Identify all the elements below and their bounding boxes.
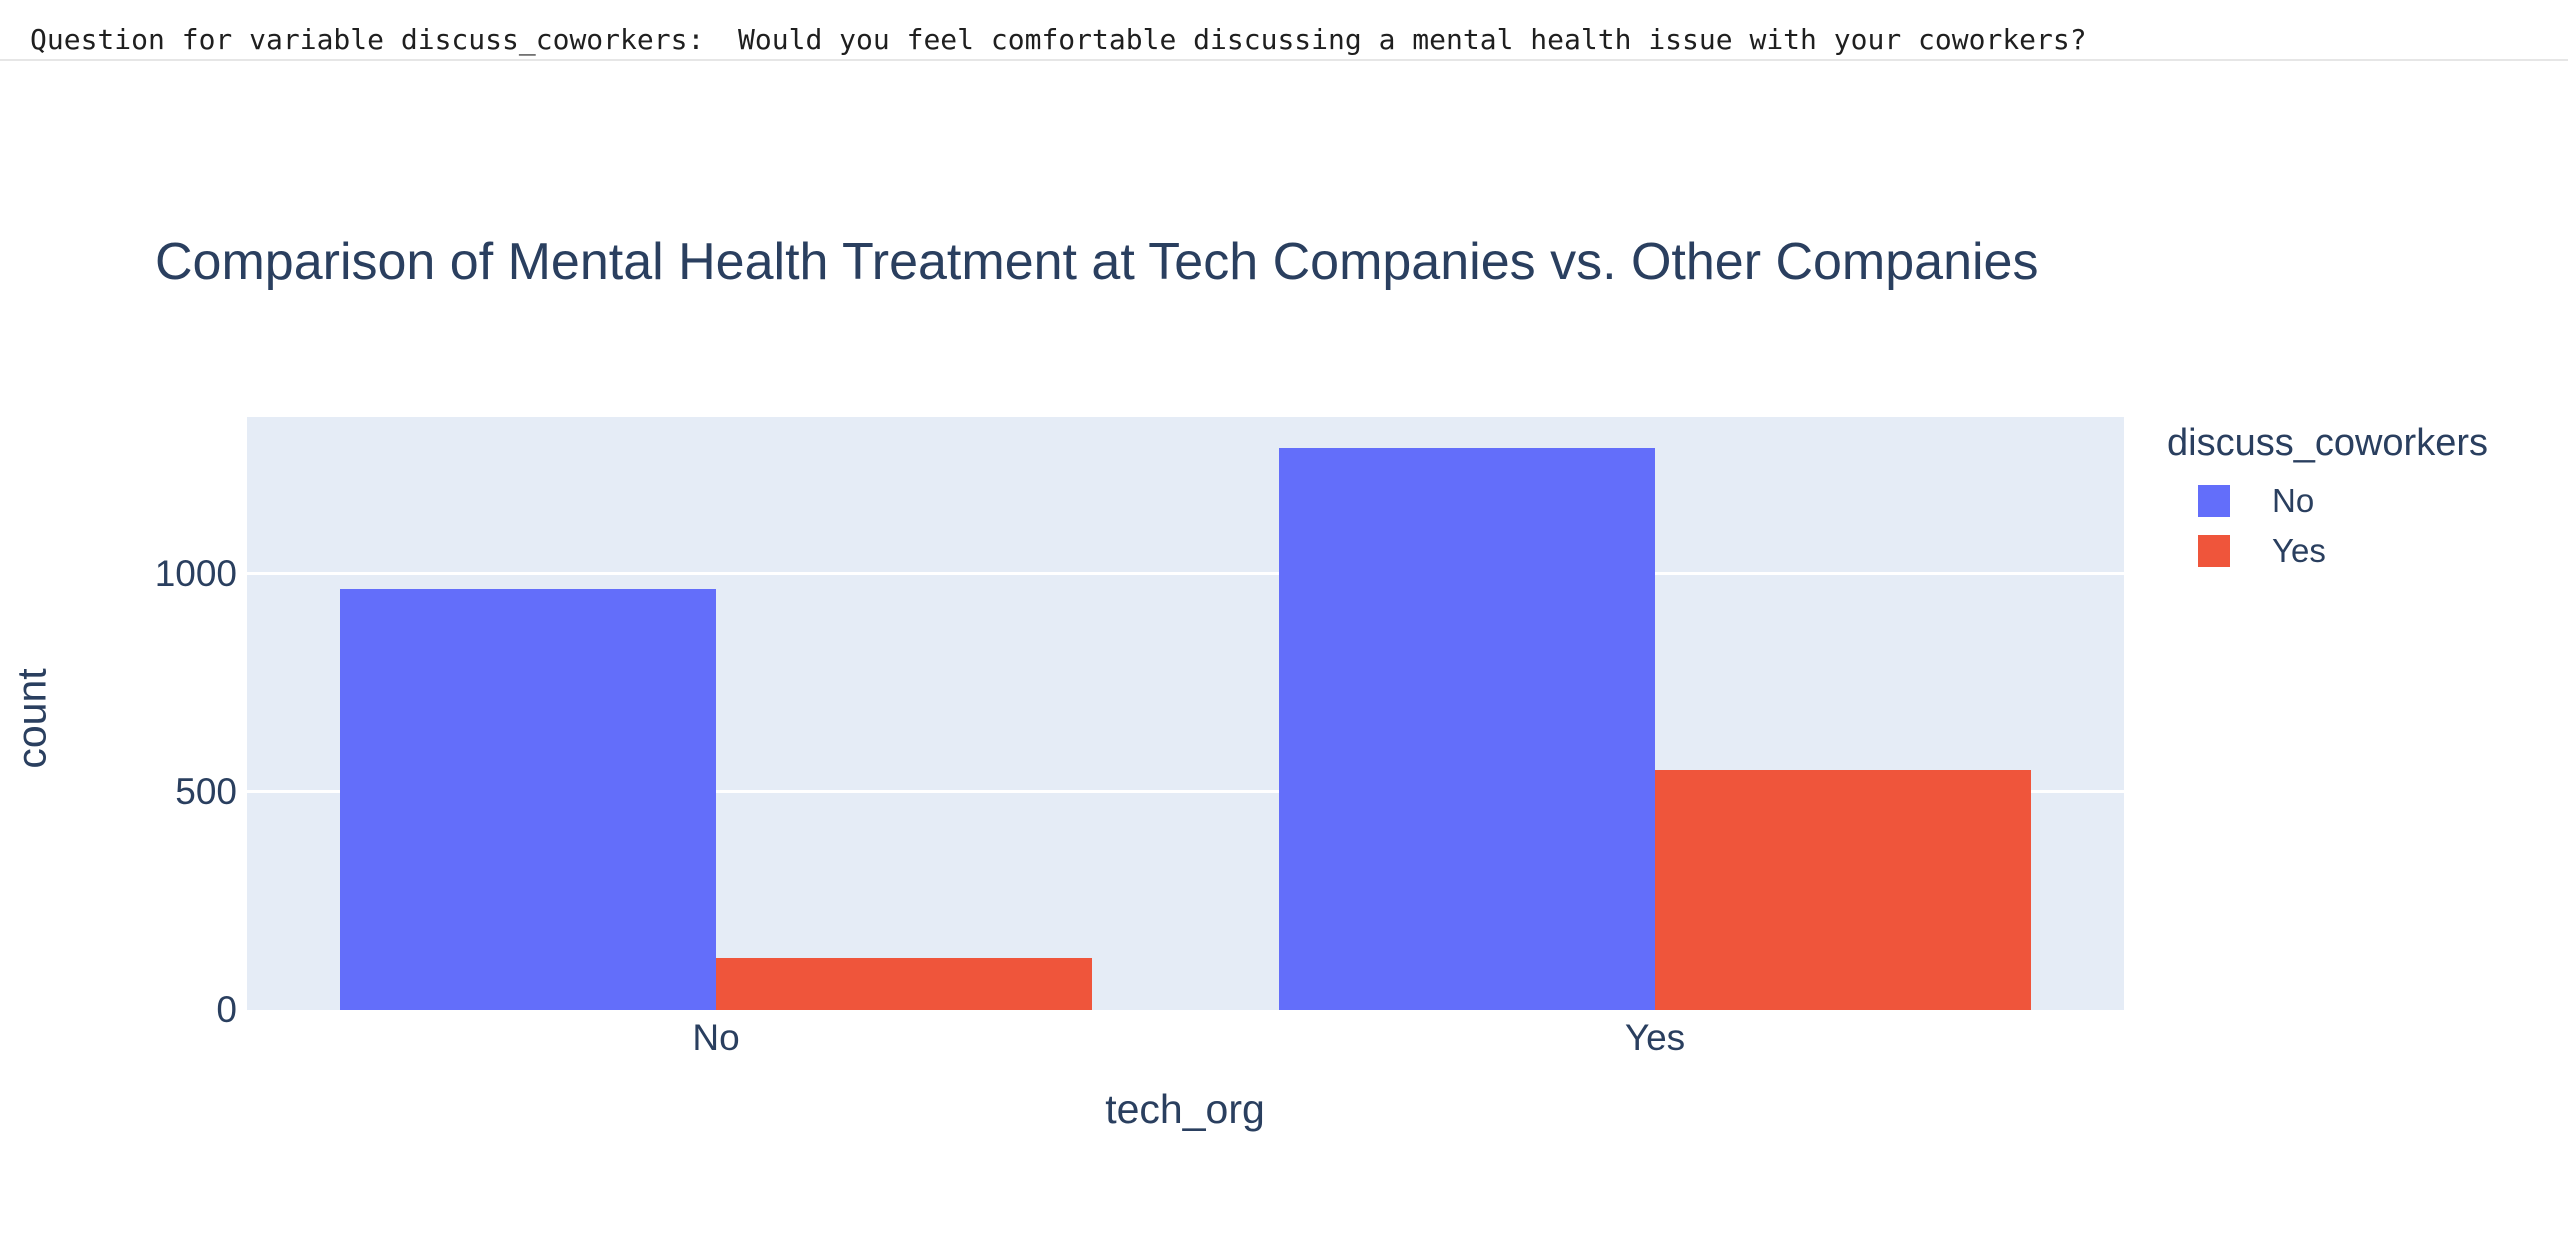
legend-label-no: No (2272, 481, 2315, 519)
legend-item-yes[interactable]: Yes (2198, 531, 2488, 569)
legend-item-no[interactable]: No (2198, 481, 2488, 519)
gridline-500 (247, 790, 2124, 793)
legend-items: No Yes (2167, 481, 2488, 569)
y-axis-title: count (8, 668, 55, 769)
x-tick-yes: Yes (1624, 1017, 1686, 1058)
legend-swatch-no (2198, 484, 2230, 517)
x-tick-no: No (692, 1017, 740, 1058)
bar-no-no[interactable] (340, 589, 716, 1010)
bar-group-yes (1186, 417, 2124, 1010)
plot-area[interactable] (247, 417, 2124, 1010)
legend: discuss_coworkers No Yes (2167, 422, 2488, 585)
y-tick-0: 0 (216, 989, 237, 1030)
legend-label-yes: Yes (2272, 531, 2326, 569)
legend-swatch-yes (2198, 534, 2230, 567)
legend-title: discuss_coworkers (2167, 422, 2488, 464)
gridline-1000 (247, 571, 2124, 575)
question-header: Question for variable discuss_coworkers:… (0, 0, 2568, 61)
bar-yes-no[interactable] (1279, 448, 1655, 1010)
question-text: Question for variable discuss_coworkers:… (30, 23, 2087, 56)
bar-group-no (247, 417, 1185, 1010)
y-tick-1000: 1000 (154, 553, 237, 594)
x-axis-title: tech_org (1105, 1086, 1265, 1132)
y-tick-500: 500 (175, 771, 237, 812)
chart-title: Comparison of Mental Health Treatment at… (155, 233, 2039, 291)
bar-yes-yes[interactable] (1655, 770, 2031, 1010)
bar-no-yes[interactable] (716, 958, 1092, 1010)
